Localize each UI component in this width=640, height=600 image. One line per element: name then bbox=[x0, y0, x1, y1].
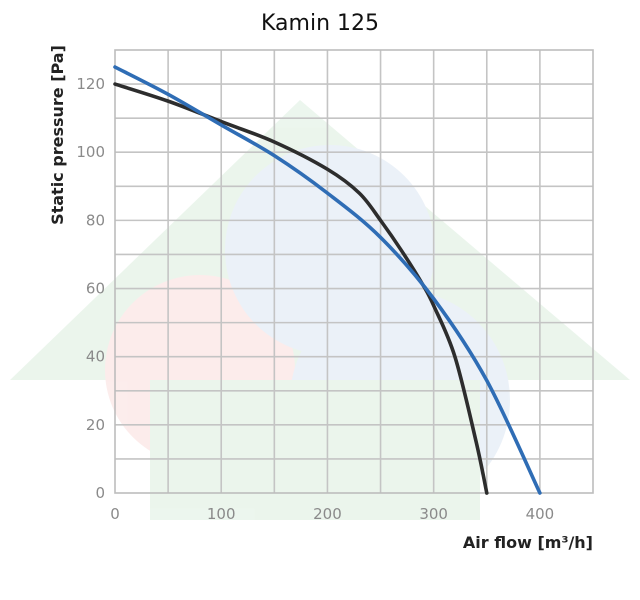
chart-title: Kamin 125 bbox=[261, 11, 379, 36]
y-tick-label: 20 bbox=[86, 416, 105, 434]
y-tick-labels: 0 20 40 60 80 100 120 bbox=[76, 75, 105, 502]
y-tick-label: 0 bbox=[95, 484, 105, 502]
grid bbox=[114, 49, 594, 494]
y-axis-label: Static pressure [Pa] bbox=[48, 45, 67, 225]
x-tick-label: 0 bbox=[110, 505, 120, 523]
series-lines bbox=[113, 65, 542, 495]
x-tick-labels: 0 100 200 300 400 bbox=[110, 505, 554, 523]
series-line-2 bbox=[113, 65, 542, 495]
y-tick-label: 100 bbox=[76, 143, 105, 161]
x-tick-label: 300 bbox=[419, 505, 448, 523]
x-tick-label: 400 bbox=[526, 505, 555, 523]
y-tick-label: 60 bbox=[86, 280, 105, 298]
x-tick-label: 100 bbox=[207, 505, 236, 523]
watermark-logo bbox=[10, 100, 630, 520]
y-tick-label: 40 bbox=[86, 348, 105, 366]
plot-frame bbox=[114, 49, 594, 494]
y-tick-label: 80 bbox=[86, 211, 105, 229]
series-line-1 bbox=[113, 82, 489, 495]
y-tick-label: 120 bbox=[76, 75, 105, 93]
x-tick-label: 200 bbox=[313, 505, 342, 523]
x-axis-label: Air flow [m³/h] bbox=[463, 533, 593, 552]
